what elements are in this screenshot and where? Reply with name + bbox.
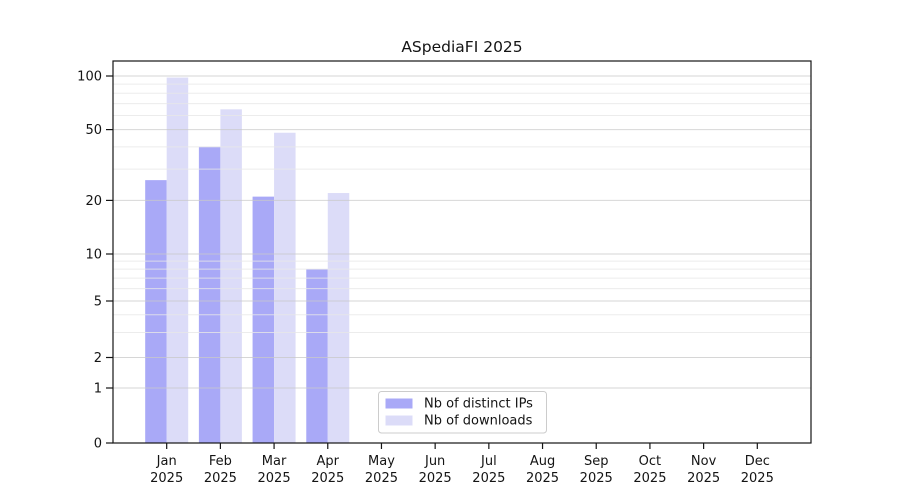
y-tick-label-50: 50 [85,123,102,138]
legend-swatch-distinct-ips [385,398,413,409]
chart-title: ASpediaFI 2025 [401,38,522,56]
x-tick-label-month-feb: Feb [209,454,232,469]
x-tick-label-month-nov: Nov [691,454,717,469]
bar-distinct-ips-apr [306,269,328,443]
x-tick-label-month-may: May [368,454,395,469]
x-tick-label-month-oct: Oct [639,454,661,469]
x-tick-label-month-jun: Jun [424,454,445,469]
bar-downloads-apr [327,193,350,443]
x-tick-label-year-jun: 2025 [419,471,452,486]
bar-distinct-ips-feb [198,146,221,444]
y-tick-label-100: 100 [77,70,102,85]
y-tick-label-5: 5 [94,295,102,310]
bar-distinct-ips-mar [252,196,275,443]
x-tick-label-year-oct: 2025 [633,471,666,486]
x-tick-label-month-jul: Jul [480,454,497,469]
y-tick-label-10: 10 [85,248,102,263]
y-tick-label-2: 2 [94,351,102,366]
axes-layer: 0 1 2 5 10 20 50 100 Jan 2025 Feb 2025 Mar 2025 Apr 202… [77,60,812,486]
x-tick-label-month-aug: Aug [530,454,555,469]
x-tick-label-year-feb: 2025 [204,471,237,486]
x-tick-label-month-mar: Mar [262,454,287,469]
x-tick-label-year-apr: 2025 [311,471,344,486]
bar-downloads-mar [274,132,296,443]
x-tick-label-year-aug: 2025 [526,471,559,486]
x-tick-label-month-jan: Jan [156,454,177,469]
x-tick-label-month-sep: Sep [584,454,609,469]
plot-border [112,60,812,444]
legend-swatch-downloads [385,415,413,426]
gridlines-layer [113,75,811,389]
bar-downloads-feb [220,109,242,444]
legend-label-downloads: Nb of downloads [424,414,533,429]
y-tick-label-0: 0 [94,437,102,452]
legend-box [378,391,547,434]
x-tick-label-month-apr: Apr [317,454,340,469]
bar-distinct-ips-jan [145,180,167,443]
legend: Nb of distinct IPs Nb of downloads [378,391,547,434]
legend-label-distinct-ips: Nb of distinct IPs [424,397,533,412]
y-tick-label-1: 1 [94,382,102,397]
y-tick-label-20: 20 [85,194,102,209]
x-tick-label-year-dec: 2025 [741,471,774,486]
x-tick-label-year-mar: 2025 [258,471,291,486]
x-tick-label-year-may: 2025 [365,471,398,486]
x-tick-label-year-jan: 2025 [150,471,183,486]
x-tick-label-year-sep: 2025 [580,471,613,486]
x-tick-label-month-dec: Dec [745,454,770,469]
x-tick-label-year-jul: 2025 [472,471,505,486]
x-tick-label-year-nov: 2025 [687,471,720,486]
